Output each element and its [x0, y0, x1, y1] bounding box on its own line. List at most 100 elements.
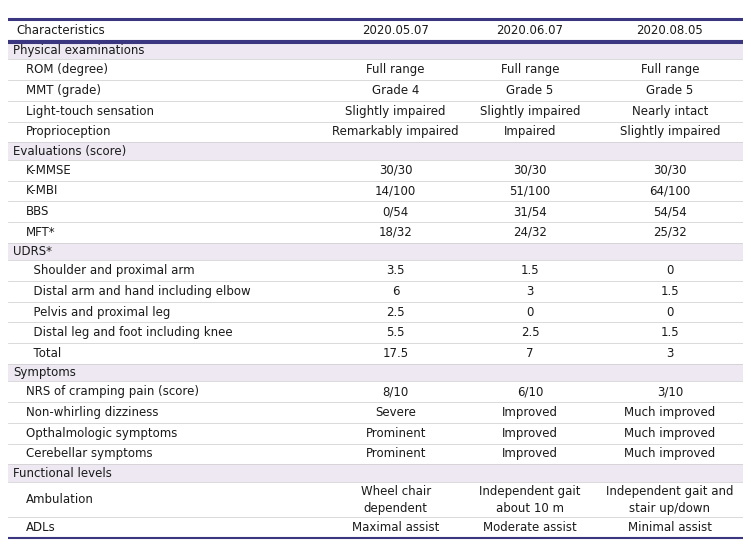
- Text: BBS: BBS: [26, 205, 50, 218]
- Bar: [8, 423, 743, 443]
- Text: Slightly impaired: Slightly impaired: [480, 105, 581, 118]
- Text: 3: 3: [526, 285, 534, 298]
- Text: 2020.08.05: 2020.08.05: [637, 24, 703, 37]
- Bar: [8, 443, 743, 465]
- Text: Moderate assist: Moderate assist: [483, 521, 577, 534]
- Bar: [8, 180, 743, 201]
- Text: K-MBI: K-MBI: [26, 184, 59, 197]
- Text: 1.5: 1.5: [661, 285, 679, 298]
- Text: Maximal assist: Maximal assist: [352, 521, 439, 534]
- Bar: [8, 201, 743, 222]
- Text: 5.5: 5.5: [387, 326, 405, 339]
- Text: Independent gait
about 10 m: Independent gait about 10 m: [479, 485, 581, 515]
- Text: K-MMSE: K-MMSE: [26, 164, 71, 177]
- Bar: [8, 260, 743, 281]
- Text: ROM (degree): ROM (degree): [26, 63, 108, 76]
- Bar: [8, 281, 743, 302]
- Text: 3/10: 3/10: [657, 385, 683, 398]
- Text: Improved: Improved: [502, 427, 558, 439]
- Text: 51/100: 51/100: [509, 184, 550, 197]
- Text: 0: 0: [666, 264, 674, 277]
- Text: 31/54: 31/54: [513, 205, 547, 218]
- Text: 3.5: 3.5: [387, 264, 405, 277]
- Text: Physical examinations: Physical examinations: [14, 44, 145, 57]
- Text: Ambulation: Ambulation: [26, 493, 94, 506]
- Bar: [8, 382, 743, 402]
- Text: 17.5: 17.5: [383, 347, 409, 360]
- Text: ADLs: ADLs: [26, 521, 56, 534]
- Text: 1.5: 1.5: [661, 326, 679, 339]
- Text: Much improved: Much improved: [624, 427, 716, 439]
- Text: 1.5: 1.5: [520, 264, 539, 277]
- Bar: [8, 323, 743, 343]
- Text: 14/100: 14/100: [375, 184, 416, 197]
- Text: Proprioception: Proprioception: [26, 125, 111, 139]
- Text: Full range: Full range: [641, 63, 699, 76]
- Text: 30/30: 30/30: [513, 164, 547, 177]
- Text: 0: 0: [666, 306, 674, 319]
- Text: 7: 7: [526, 347, 534, 360]
- Bar: [8, 364, 743, 382]
- Text: Improved: Improved: [502, 447, 558, 461]
- Bar: [8, 142, 743, 160]
- Text: Prominent: Prominent: [366, 427, 426, 439]
- Text: Wheel chair
dependent: Wheel chair dependent: [360, 485, 431, 515]
- Text: 2.5: 2.5: [387, 306, 405, 319]
- Text: 30/30: 30/30: [653, 164, 686, 177]
- Text: 2.5: 2.5: [520, 326, 539, 339]
- Text: Much improved: Much improved: [624, 406, 716, 419]
- Text: Full range: Full range: [366, 63, 425, 76]
- Bar: [8, 482, 743, 517]
- Text: 2020.05.07: 2020.05.07: [362, 24, 429, 37]
- Text: Improved: Improved: [502, 406, 558, 419]
- Text: Prominent: Prominent: [366, 447, 426, 461]
- Bar: [8, 465, 743, 482]
- Text: Slightly impaired: Slightly impaired: [620, 125, 720, 139]
- Text: Distal leg and foot including knee: Distal leg and foot including knee: [26, 326, 233, 339]
- Text: 2020.06.07: 2020.06.07: [496, 24, 563, 37]
- Text: Severe: Severe: [376, 406, 416, 419]
- Bar: [8, 160, 743, 180]
- Text: Distal arm and hand including elbow: Distal arm and hand including elbow: [26, 285, 251, 298]
- Bar: [8, 80, 743, 101]
- Text: MFT*: MFT*: [26, 226, 56, 239]
- Text: MMT (grade): MMT (grade): [26, 84, 101, 97]
- Text: Nearly intact: Nearly intact: [632, 105, 708, 118]
- Text: Pelvis and proximal leg: Pelvis and proximal leg: [26, 306, 170, 319]
- Text: Opthalmologic symptoms: Opthalmologic symptoms: [26, 427, 177, 439]
- Text: Impaired: Impaired: [504, 125, 556, 139]
- Bar: [8, 302, 743, 323]
- Text: Much improved: Much improved: [624, 447, 716, 461]
- Text: Full range: Full range: [501, 63, 559, 76]
- Bar: [8, 402, 743, 423]
- Bar: [8, 101, 743, 121]
- Text: Total: Total: [26, 347, 61, 360]
- Text: Light-touch sensation: Light-touch sensation: [26, 105, 154, 118]
- Text: 0/54: 0/54: [382, 205, 409, 218]
- Bar: [8, 243, 743, 260]
- Text: 64/100: 64/100: [650, 184, 690, 197]
- Text: Slightly impaired: Slightly impaired: [345, 105, 446, 118]
- Text: Evaluations (score): Evaluations (score): [14, 145, 127, 158]
- Text: 30/30: 30/30: [379, 164, 412, 177]
- Text: Independent gait and
stair up/down: Independent gait and stair up/down: [606, 485, 734, 515]
- Text: Cerebellar symptoms: Cerebellar symptoms: [26, 447, 152, 461]
- Text: 54/54: 54/54: [653, 205, 686, 218]
- Text: Grade 5: Grade 5: [647, 84, 693, 97]
- Bar: [8, 517, 743, 538]
- Text: Grade 5: Grade 5: [506, 84, 553, 97]
- Text: Minimal assist: Minimal assist: [628, 521, 712, 534]
- Text: UDRS*: UDRS*: [14, 245, 53, 258]
- Text: 0: 0: [526, 306, 534, 319]
- Text: Shoulder and proximal arm: Shoulder and proximal arm: [26, 264, 195, 277]
- Text: NRS of cramping pain (score): NRS of cramping pain (score): [26, 385, 199, 398]
- Text: 6: 6: [392, 285, 400, 298]
- Bar: [8, 343, 743, 364]
- Text: Characteristics: Characteristics: [17, 24, 105, 37]
- Bar: [8, 60, 743, 80]
- Text: Remarkably impaired: Remarkably impaired: [333, 125, 459, 139]
- Text: Grade 4: Grade 4: [372, 84, 419, 97]
- Text: 6/10: 6/10: [517, 385, 543, 398]
- Text: Non-whirling dizziness: Non-whirling dizziness: [26, 406, 158, 419]
- Text: 8/10: 8/10: [382, 385, 409, 398]
